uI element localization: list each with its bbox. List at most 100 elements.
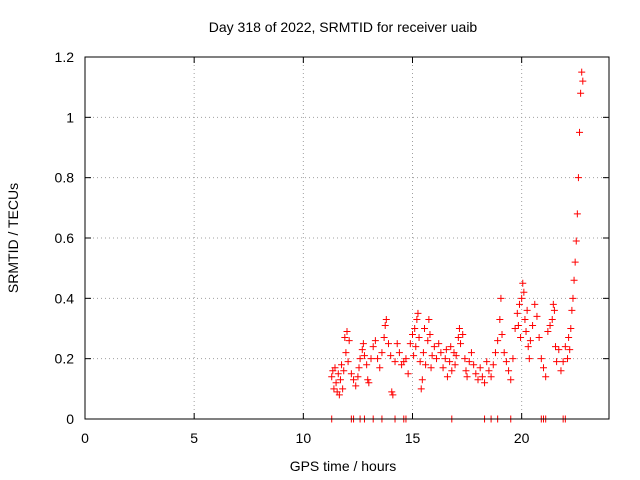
data-point (465, 358, 473, 366)
data-point (350, 376, 358, 384)
data-point (358, 346, 366, 354)
data-point (454, 334, 462, 342)
y-tick-label: 1.2 (55, 49, 75, 65)
data-point (531, 300, 539, 308)
axis-ticks: 0 5 10 15 20 0 0.2 0.4 0.6 0.8 1 1.2 (55, 49, 609, 446)
data-point (332, 379, 340, 387)
data-point (369, 343, 377, 351)
data-point (546, 321, 554, 329)
data-point (509, 355, 517, 363)
data-point (437, 349, 445, 357)
data-point (330, 385, 338, 393)
data-point (341, 334, 349, 342)
data-point (446, 358, 454, 366)
data-point (406, 340, 414, 348)
data-point (430, 343, 438, 351)
data-point (463, 373, 471, 381)
data-point (548, 315, 556, 323)
data-point (363, 361, 371, 369)
data-point (577, 89, 585, 97)
data-point (339, 385, 347, 393)
data-point (507, 376, 515, 384)
x-tick-label: 15 (405, 430, 421, 446)
y-tick-label: 0.8 (55, 170, 75, 186)
data-point (404, 370, 412, 378)
data-point (414, 309, 422, 317)
data-point (533, 312, 541, 320)
data-point (336, 376, 344, 384)
data-point (340, 367, 348, 375)
data-point (513, 309, 521, 317)
data-point (421, 325, 429, 332)
data-points (328, 68, 587, 423)
data-point (452, 352, 460, 360)
data-point (514, 321, 522, 329)
data-point (569, 294, 577, 302)
data-point (574, 174, 582, 182)
data-point (435, 340, 443, 348)
data-point (566, 346, 574, 354)
data-point (489, 361, 497, 369)
data-point (568, 306, 576, 314)
data-point (360, 352, 368, 360)
x-tick-label: 10 (296, 430, 312, 446)
data-point (555, 346, 563, 354)
data-point (549, 300, 557, 308)
data-point (371, 337, 379, 345)
data-point (402, 355, 410, 363)
data-point (517, 334, 525, 342)
data-point (448, 367, 456, 375)
data-point (540, 364, 547, 372)
x-tick-label: 20 (514, 430, 530, 446)
y-tick-label: 0.4 (55, 290, 75, 306)
data-point (557, 367, 565, 375)
data-point (470, 361, 478, 369)
data-point (544, 328, 552, 336)
data-point (422, 361, 430, 369)
data-point (515, 300, 523, 308)
data-point (483, 358, 491, 366)
data-point (439, 364, 447, 372)
data-point (496, 315, 504, 323)
grid (85, 57, 609, 419)
data-point (382, 315, 390, 323)
data-point (364, 376, 372, 384)
data-point (572, 237, 580, 245)
data-point (565, 334, 573, 342)
data-point (443, 373, 451, 381)
data-point (387, 352, 395, 360)
data-point (352, 382, 360, 390)
data-point (376, 364, 384, 372)
data-point (497, 294, 505, 302)
data-point (457, 340, 465, 348)
data-point (474, 376, 482, 384)
data-point (537, 355, 545, 363)
data-point (393, 340, 401, 348)
data-point (356, 355, 364, 363)
data-point (571, 258, 579, 266)
data-point (441, 355, 449, 363)
data-point (520, 288, 528, 296)
data-point (467, 349, 475, 357)
data-point (419, 349, 427, 357)
data-point (335, 391, 343, 399)
data-point (389, 391, 397, 399)
data-point (521, 315, 529, 323)
x-tick-label: 5 (190, 430, 198, 446)
chart-title: Day 318 of 2022, SRMTID for receiver uai… (209, 19, 478, 35)
data-point (579, 77, 587, 85)
data-point (576, 128, 584, 136)
data-point (365, 379, 373, 387)
data-point (559, 358, 567, 366)
data-point (498, 331, 506, 339)
data-point (476, 364, 484, 372)
data-point (578, 68, 586, 76)
data-point (525, 355, 533, 363)
data-point (410, 352, 418, 360)
data-point (338, 361, 346, 369)
data-point (461, 355, 469, 363)
data-point (380, 334, 388, 342)
data-point (427, 364, 435, 372)
data-point (395, 349, 403, 357)
